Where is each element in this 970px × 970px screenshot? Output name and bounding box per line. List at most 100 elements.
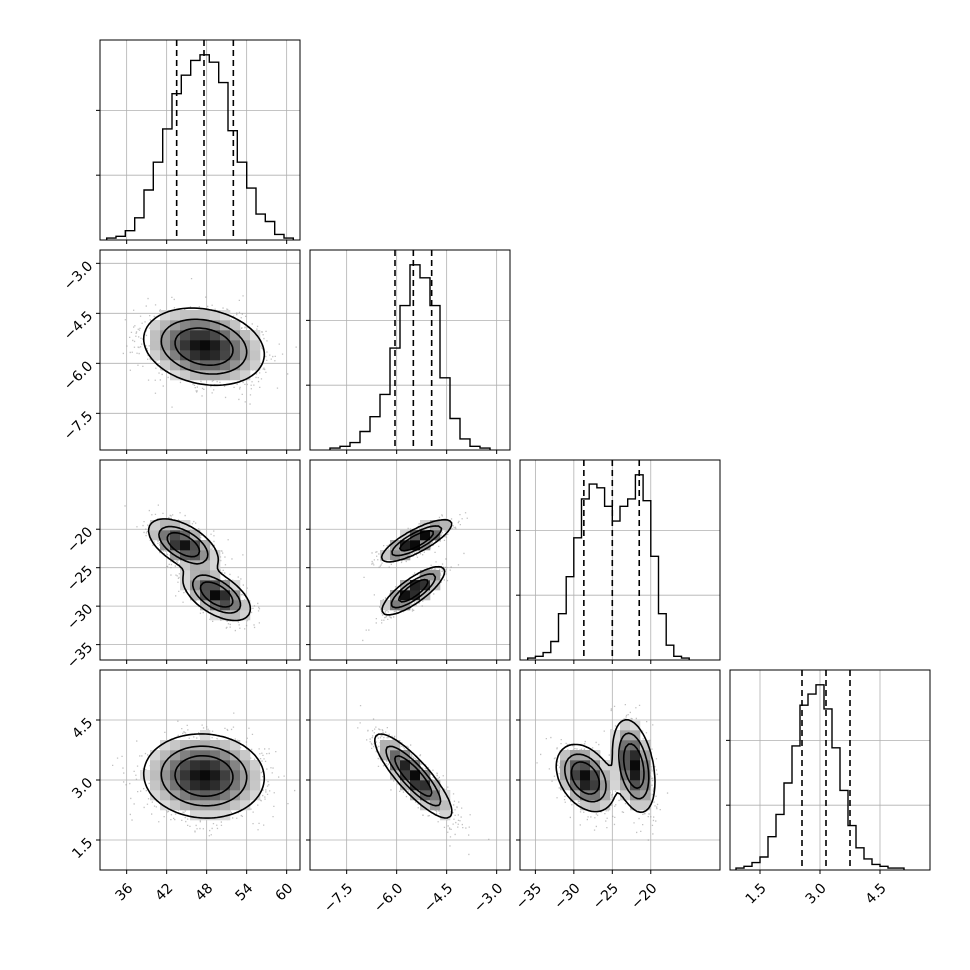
contour-level-1 xyxy=(555,718,656,813)
density-cell xyxy=(210,810,221,821)
density-cell xyxy=(210,550,221,561)
density-cell xyxy=(220,770,231,781)
density-cell xyxy=(430,530,441,541)
density-cell xyxy=(180,310,191,321)
joint-content xyxy=(100,250,300,450)
density-cell xyxy=(220,590,231,601)
density-cell xyxy=(610,780,621,791)
density-cell xyxy=(160,530,171,541)
density-cell xyxy=(170,750,181,761)
density-cell xyxy=(150,520,161,531)
density-cell xyxy=(190,750,201,761)
density-cell xyxy=(640,770,651,781)
density-cell xyxy=(170,360,181,371)
density-cell xyxy=(630,770,641,781)
density-cell xyxy=(570,790,581,801)
joint-panel-3-4 xyxy=(519,669,721,871)
density-cell xyxy=(630,730,641,741)
density-cell xyxy=(230,340,241,351)
density-cell xyxy=(400,770,411,781)
density-cell xyxy=(220,580,231,591)
histogram-step-4 xyxy=(735,684,905,870)
density-cell xyxy=(600,780,611,791)
density-cell xyxy=(600,770,611,781)
x-tick-label: 48 xyxy=(193,880,217,904)
joint-content xyxy=(100,670,300,870)
density-cell xyxy=(440,520,451,531)
joint-content xyxy=(310,670,510,870)
density-cell xyxy=(410,760,421,771)
density-cell xyxy=(210,560,221,571)
density-cell xyxy=(380,550,391,561)
density-cell xyxy=(390,600,401,611)
density-cell xyxy=(560,780,571,791)
x-tick-label: −35 xyxy=(513,880,545,912)
density-cell xyxy=(620,760,631,771)
x-tick-label: −20 xyxy=(628,880,660,912)
density-cell xyxy=(620,790,631,801)
density-cell xyxy=(190,580,201,591)
density-cell xyxy=(200,600,211,611)
density-cell xyxy=(620,740,631,751)
density-cell xyxy=(210,350,221,361)
density-cell xyxy=(590,800,601,811)
density-cell xyxy=(440,790,451,801)
density-cell xyxy=(220,320,231,331)
panel-frame xyxy=(99,39,301,241)
density-cell xyxy=(390,540,401,551)
x-tick-label: 60 xyxy=(273,880,297,904)
density-cell xyxy=(620,770,631,781)
density-cell xyxy=(240,330,251,341)
density-cell xyxy=(210,320,221,331)
density-cell xyxy=(420,520,431,531)
density-cell xyxy=(580,780,591,791)
density-cell xyxy=(220,790,231,801)
density-cell xyxy=(170,330,181,341)
density-cell xyxy=(180,570,191,581)
density-cell xyxy=(150,770,161,781)
density-cell xyxy=(420,590,431,601)
marginal-panel-4 xyxy=(726,669,931,871)
density-cell xyxy=(210,590,221,601)
density-cell xyxy=(160,540,171,551)
x-tick-label: 36 xyxy=(113,880,137,904)
density-cell xyxy=(190,570,201,581)
density-cell xyxy=(250,770,261,781)
density-cell xyxy=(590,760,601,771)
density-cell xyxy=(240,760,251,771)
density-cell xyxy=(250,350,261,361)
density-cell xyxy=(250,340,261,351)
density-cell xyxy=(240,770,251,781)
contour-level-1 xyxy=(374,733,453,819)
density-cell xyxy=(220,310,231,321)
density-cell xyxy=(180,540,191,551)
marginal-panel-3 xyxy=(516,459,721,661)
contour-level-1 xyxy=(147,518,252,622)
density-cell xyxy=(220,370,231,381)
density-cell xyxy=(170,320,181,331)
density-cell xyxy=(210,760,221,771)
density-cell xyxy=(240,790,251,801)
density-cell xyxy=(200,580,211,591)
density-cell xyxy=(200,550,211,561)
density-cell xyxy=(630,740,641,751)
density-cell xyxy=(640,760,651,771)
density-cell xyxy=(150,330,161,341)
density-cell xyxy=(220,780,231,791)
density-cell xyxy=(190,340,201,351)
density-cell xyxy=(580,770,591,781)
panel-frame xyxy=(99,459,301,661)
density-cell xyxy=(240,350,251,361)
density-cell xyxy=(600,760,611,771)
y-tick-label: −30 xyxy=(64,601,96,633)
joint-content xyxy=(520,670,720,870)
histogram-step-1 xyxy=(106,54,294,240)
panel-frame xyxy=(99,669,301,871)
density-cell xyxy=(630,790,641,801)
density-cell xyxy=(600,790,611,801)
density-cell xyxy=(400,750,411,761)
density-cell xyxy=(230,590,241,601)
density-cell xyxy=(190,310,201,321)
density-cell xyxy=(200,560,211,571)
density-cell xyxy=(170,760,181,771)
